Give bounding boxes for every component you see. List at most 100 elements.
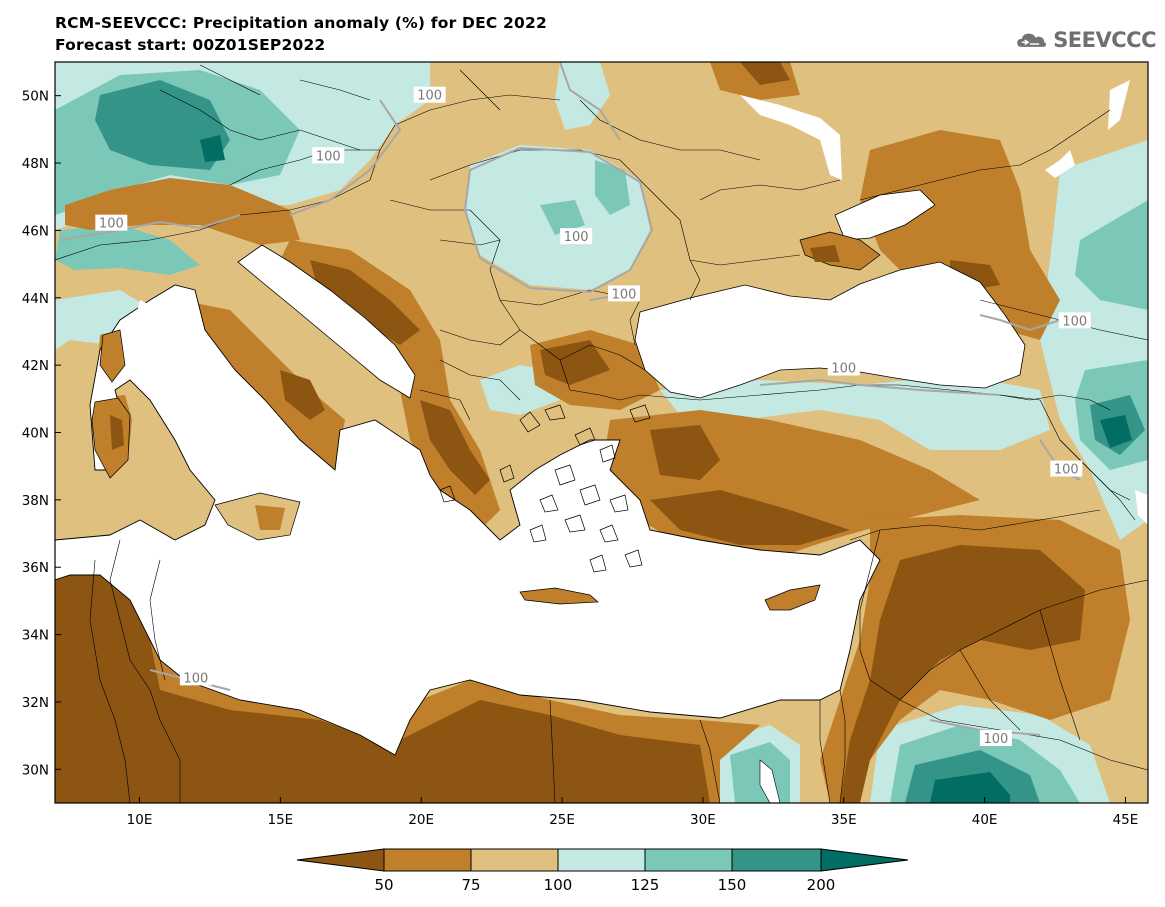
colorbar-high-arrow	[820, 848, 909, 872]
x-tick-label: 15E	[268, 812, 294, 828]
contour-label: 100	[417, 89, 442, 104]
contour-label: 100	[183, 671, 208, 686]
y-tick-label: 40N	[22, 426, 49, 442]
northern-lake-3	[1045, 150, 1075, 178]
y-axis: 30N 32N 34N 36N 38N 40N 42N 44N 46N 48N 50N	[22, 89, 61, 778]
contour-label-bg	[413, 86, 446, 103]
colorbar-label-125: 125	[631, 876, 660, 894]
y-tick-label: 30N	[22, 762, 49, 778]
anomaly-region-carpathian-core-2	[540, 200, 585, 235]
corsica-island	[99, 329, 126, 383]
y-tick-label: 38N	[22, 493, 49, 509]
crete-island	[519, 587, 599, 605]
sicily-core	[255, 505, 285, 530]
northern-lake-2	[1108, 80, 1130, 130]
map-title: RCM-SEEVCCC: Precipitation anomaly (%) f…	[55, 14, 547, 32]
anomaly-region-ukraine-vdry	[740, 62, 790, 85]
y-tick-label: 34N	[22, 628, 49, 644]
sardinia-island	[91, 397, 131, 479]
crimea-core	[810, 245, 840, 262]
anomaly-region-alps-high	[95, 80, 230, 170]
colorbar-box-125-150	[644, 848, 733, 872]
black-sea	[634, 261, 1026, 399]
colorbar-box-75-100	[470, 848, 559, 872]
caspian-sea	[1135, 490, 1148, 525]
cloud-logo-icon	[1017, 33, 1047, 47]
y-tick-label: 36N	[22, 560, 49, 576]
contour-label: 100	[316, 149, 341, 164]
anomaly-region-black-sea-south	[660, 375, 1050, 450]
anomaly-region-caucasus-extreme	[1100, 415, 1132, 448]
contour-label: 100	[612, 287, 637, 302]
cyprus-island	[764, 584, 821, 611]
anomaly-region-north-africa-vdry	[55, 560, 710, 803]
anomaly-region-carpathian-core	[595, 160, 630, 215]
x-tick-label: 10E	[127, 812, 153, 828]
contour-label: 100	[1062, 314, 1087, 329]
anomaly-region-ukraine	[555, 62, 610, 130]
anomaly-region-ukraine-dry	[860, 130, 1060, 340]
x-tick-label: 25E	[549, 812, 575, 828]
contour-label-bg	[608, 285, 641, 302]
contour-label: 100	[1054, 463, 1079, 478]
colorbar-label-150: 150	[718, 876, 747, 894]
colorbar-box-100-125	[557, 848, 646, 872]
seevccc-logo: SEEVCCC	[1016, 23, 1156, 57]
anomaly-region-italy-vdry	[280, 370, 325, 420]
x-tick-label: 35E	[831, 812, 857, 828]
contour-label-bg	[979, 730, 1012, 747]
colorbar-label-75: 75	[461, 876, 480, 894]
aegean-islands	[439, 404, 651, 573]
colorbar-label-50: 50	[374, 876, 393, 894]
y-tick-label: 32N	[22, 695, 49, 711]
anomaly-region-italy-dry	[180, 300, 345, 470]
anomaly-region-ne-russia	[1075, 200, 1148, 310]
forecast-start-subtitle: Forecast start: 00Z01SEP2022	[55, 36, 326, 54]
x-tick-label: 30E	[690, 812, 716, 828]
anomaly-region-sw-alps	[55, 225, 200, 275]
tyrrhenian-sea	[130, 300, 310, 475]
contour-label-bg	[312, 147, 345, 164]
adriatic-sea	[237, 244, 416, 399]
logo-text: SEEVCCC	[1053, 28, 1156, 52]
country-borders	[55, 64, 1148, 803]
anomaly-region-levant-vdry	[840, 545, 1085, 803]
contour-label-bg	[827, 359, 860, 376]
anomaly-region-bulgaria-vdry	[540, 340, 610, 385]
x-tick-label: 40E	[972, 812, 998, 828]
contour-label: 100	[564, 230, 589, 245]
x-tick-label: 45E	[1113, 812, 1139, 828]
northern-lake-1	[740, 95, 842, 180]
y-tick-label: 48N	[22, 156, 49, 172]
anomaly-region-alps-extreme	[200, 135, 225, 162]
contour-labels: 100 100 100 100 100 100 100 100 100 100	[95, 86, 1091, 747]
y-tick-label: 42N	[22, 358, 49, 374]
colorbar-low-arrow	[296, 848, 385, 872]
colorbar: 50 75 100 125 150 200	[296, 848, 909, 894]
anomaly-region-balkans-vdry	[310, 260, 420, 345]
contour-label: 100	[831, 362, 856, 377]
y-tick-label: 44N	[22, 291, 49, 307]
anomaly-region-greece-vdry	[420, 400, 490, 495]
colorbar-label-200: 200	[807, 876, 836, 894]
colorbar-box-150-200	[731, 848, 822, 872]
anomaly-region-turkey-vdry	[650, 425, 720, 480]
y-tick-label: 50N	[22, 89, 49, 105]
red-sea	[759, 759, 781, 803]
colorbar-label-100: 100	[544, 876, 573, 894]
x-axis: 10E 15E 20E 25E 30E 35E 40E 45E	[127, 797, 1139, 828]
y-tick-label: 46N	[22, 223, 49, 239]
sardinia-core	[110, 415, 124, 450]
contour-label: 100	[983, 732, 1008, 747]
anomaly-region-turkey-vdry-2	[650, 490, 850, 545]
anomaly-region-alps-south-dry	[65, 178, 300, 245]
anomaly-field	[55, 62, 1148, 803]
colorbar-box-50-75	[383, 848, 472, 872]
contour-label-bg	[95, 214, 128, 231]
anomaly-region-arabia-extreme	[930, 772, 1010, 803]
contour-label: 100	[99, 217, 124, 232]
contour-label-bg	[179, 669, 212, 686]
contour-label-bg	[1058, 312, 1091, 329]
contour-label-bg	[1050, 460, 1083, 477]
